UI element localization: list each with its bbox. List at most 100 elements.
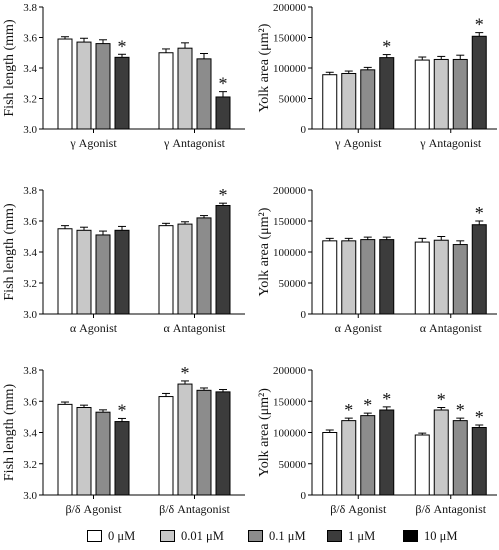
- chart4-y-tick-label-2: 100000: [273, 247, 307, 259]
- chart6-bar-g1-s2: [452, 420, 468, 496]
- chart2-y-tick-label-3: 150000: [273, 33, 307, 45]
- legend: 0 μM 0.01 μM 0.1 μM 1 μM 10 μM: [0, 525, 499, 547]
- chart2-bar-g1-s0: [414, 59, 430, 130]
- chart1-y-tick-label-1: 3.2: [23, 94, 37, 106]
- chart4-bar-g1-s1: [433, 239, 449, 315]
- chart2-bar-g1-s1: [433, 58, 449, 130]
- chart2-significance-star-g1-s3: *: [475, 15, 484, 35]
- chart3-bar-g0-s3: [114, 229, 130, 315]
- chart1-bar-g1-s2: [196, 58, 212, 130]
- chart3-y-axis-title: Fish length (mm): [2, 203, 17, 301]
- legend-swatch-0: [87, 530, 102, 542]
- chart5-y-tick-label-0: 3.0: [23, 490, 37, 502]
- chart1-bar-g1-s3: [215, 96, 231, 130]
- chart1-y-tick-label-0: 3.0: [23, 124, 37, 136]
- chart5-y-tick-label-3: 3.6: [23, 396, 37, 408]
- chart3-y-tick-label-3: 3.6: [23, 216, 37, 228]
- chart5-y-tick-label-4: 3.8: [23, 365, 37, 377]
- chart1-category-label-0: γ Agonist: [69, 136, 117, 150]
- chart1-bar-g0-s2: [95, 43, 111, 130]
- chart6-significance-star-g1-s2: *: [456, 400, 465, 420]
- chart3-y-tick-label-2: 3.4: [23, 247, 37, 259]
- chart1-significance-star-g0-s3: *: [118, 36, 127, 56]
- chart6-bar-g1-s0: [414, 434, 430, 496]
- chart4-significance-star-g1-s3: *: [475, 203, 484, 223]
- chart3-bar-g0-s2: [95, 234, 111, 315]
- chart4-category-label-0: α Agonist: [335, 321, 383, 335]
- chart4-bar-g0-s2: [360, 239, 376, 315]
- chart1-bar-g1-s0: [158, 52, 174, 130]
- chart2-significance-star-g0-s3: *: [382, 37, 391, 57]
- legend-item-1: 0.01 μM: [160, 528, 224, 544]
- chart3-category-label-0: α Agonist: [70, 321, 118, 335]
- chart5-significance-star-g1-s1: *: [181, 363, 190, 383]
- chart4-bar-g0-s1: [341, 240, 357, 315]
- chart2-y-axis-title: Yolk area (μm²): [257, 23, 272, 112]
- chart6-bar-g0-s3: [379, 409, 395, 496]
- chart6-category-label-0: β/δ Agonist: [330, 502, 387, 516]
- chart5-bar-g1-s2: [196, 389, 212, 496]
- legend-item-3: 1 μM: [327, 528, 375, 544]
- chart5-bar-g1-s3: [215, 391, 231, 496]
- chart4-y-tick-label-4: 200000: [273, 185, 307, 197]
- chart5-bar-g1-s0: [158, 396, 174, 496]
- chart3-y-tick-label-1: 3.2: [23, 278, 37, 290]
- chart6-significance-star-g0-s1: *: [344, 400, 353, 420]
- chart5-y-tick-label-1: 3.2: [23, 459, 37, 471]
- chart2-bar-g0-s2: [360, 69, 376, 130]
- chart2-bar-g1-s2: [452, 58, 468, 130]
- chart5-category-label-1: β/δ Antagonist: [159, 502, 230, 516]
- chart2-y-tick-label-4: 200000: [273, 2, 307, 14]
- legend-item-0: 0 μM: [87, 528, 135, 544]
- chart1-y-tick-label-4: 3.8: [23, 2, 37, 14]
- legend-swatch-1: [160, 530, 175, 542]
- chart2-y-tick-label-2: 100000: [273, 63, 307, 75]
- chart6-bar-g0-s2: [360, 415, 376, 496]
- chart6-y-tick-label-3: 150000: [273, 396, 307, 408]
- legend-label-4: 10 μM: [424, 528, 458, 543]
- chart4-bar-g1-s0: [414, 241, 430, 315]
- chart5-bar-g0-s3: [114, 421, 130, 496]
- chart3-bar-g0-s0: [57, 228, 73, 315]
- legend-item-4: 10 μM: [403, 528, 457, 544]
- chart1-category-label-1: γ Antagonist: [163, 136, 226, 150]
- chart6-bar-g0-s1: [341, 420, 357, 496]
- chart6-y-tick-label-2: 100000: [273, 428, 307, 440]
- chart3-bar-g1-s1: [177, 223, 193, 315]
- chart2-y-tick-label-1: 50000: [279, 94, 307, 106]
- legend-item-2: 0.1 μM: [248, 528, 306, 544]
- chart6-y-axis-title: Yolk area (μm²): [257, 388, 272, 477]
- chart1-y-axis-title: Fish length (mm): [2, 19, 17, 117]
- chart6-y-tick-label-1: 50000: [279, 459, 307, 471]
- chart3-y-tick-label-0: 3.0: [23, 309, 37, 321]
- legend-swatch-3: [327, 530, 342, 542]
- chart2-category-label-0: γ Agonist: [334, 136, 382, 150]
- chart5-bar-g0-s2: [95, 411, 111, 496]
- chart3-bar-g1-s0: [158, 225, 174, 315]
- chart5-bar-g0-s1: [76, 407, 92, 496]
- chart2-bar-g0-s3: [379, 57, 395, 130]
- chart4-y-tick-label-0: 0: [301, 309, 307, 321]
- chart1-bar-g1-s1: [177, 47, 193, 130]
- chart3-bar-g0-s1: [76, 229, 92, 315]
- chart1-y-tick-label-3: 3.6: [23, 33, 37, 45]
- legend-label-3: 1 μM: [348, 528, 376, 543]
- chart1-bar-g0-s1: [76, 41, 92, 130]
- legend-label-0: 0 μM: [108, 528, 136, 543]
- chart6-category-label-1: β/δ Antagonist: [415, 502, 486, 516]
- chart5-bar-g1-s1: [177, 383, 193, 496]
- legend-swatch-2: [248, 530, 263, 542]
- chart5-significance-star-g0-s3: *: [118, 400, 127, 420]
- chart3-significance-star-g1-s3: *: [219, 185, 228, 205]
- chart6-bar-g0-s0: [322, 432, 338, 496]
- chart3-category-label-1: α Antagonist: [164, 321, 227, 335]
- legend-label-1: 0.01 μM: [181, 528, 224, 543]
- chart1-bar-g0-s3: [114, 56, 130, 130]
- chart6-significance-star-g0-s3: *: [382, 389, 391, 409]
- chart6-bar-g1-s3: [471, 427, 487, 496]
- chart6-y-tick-label-0: 0: [301, 490, 307, 502]
- chart4-bar-g0-s3: [379, 239, 395, 315]
- chart6-y-tick-label-4: 200000: [273, 365, 307, 377]
- chart5-y-axis-title: Fish length (mm): [2, 384, 17, 482]
